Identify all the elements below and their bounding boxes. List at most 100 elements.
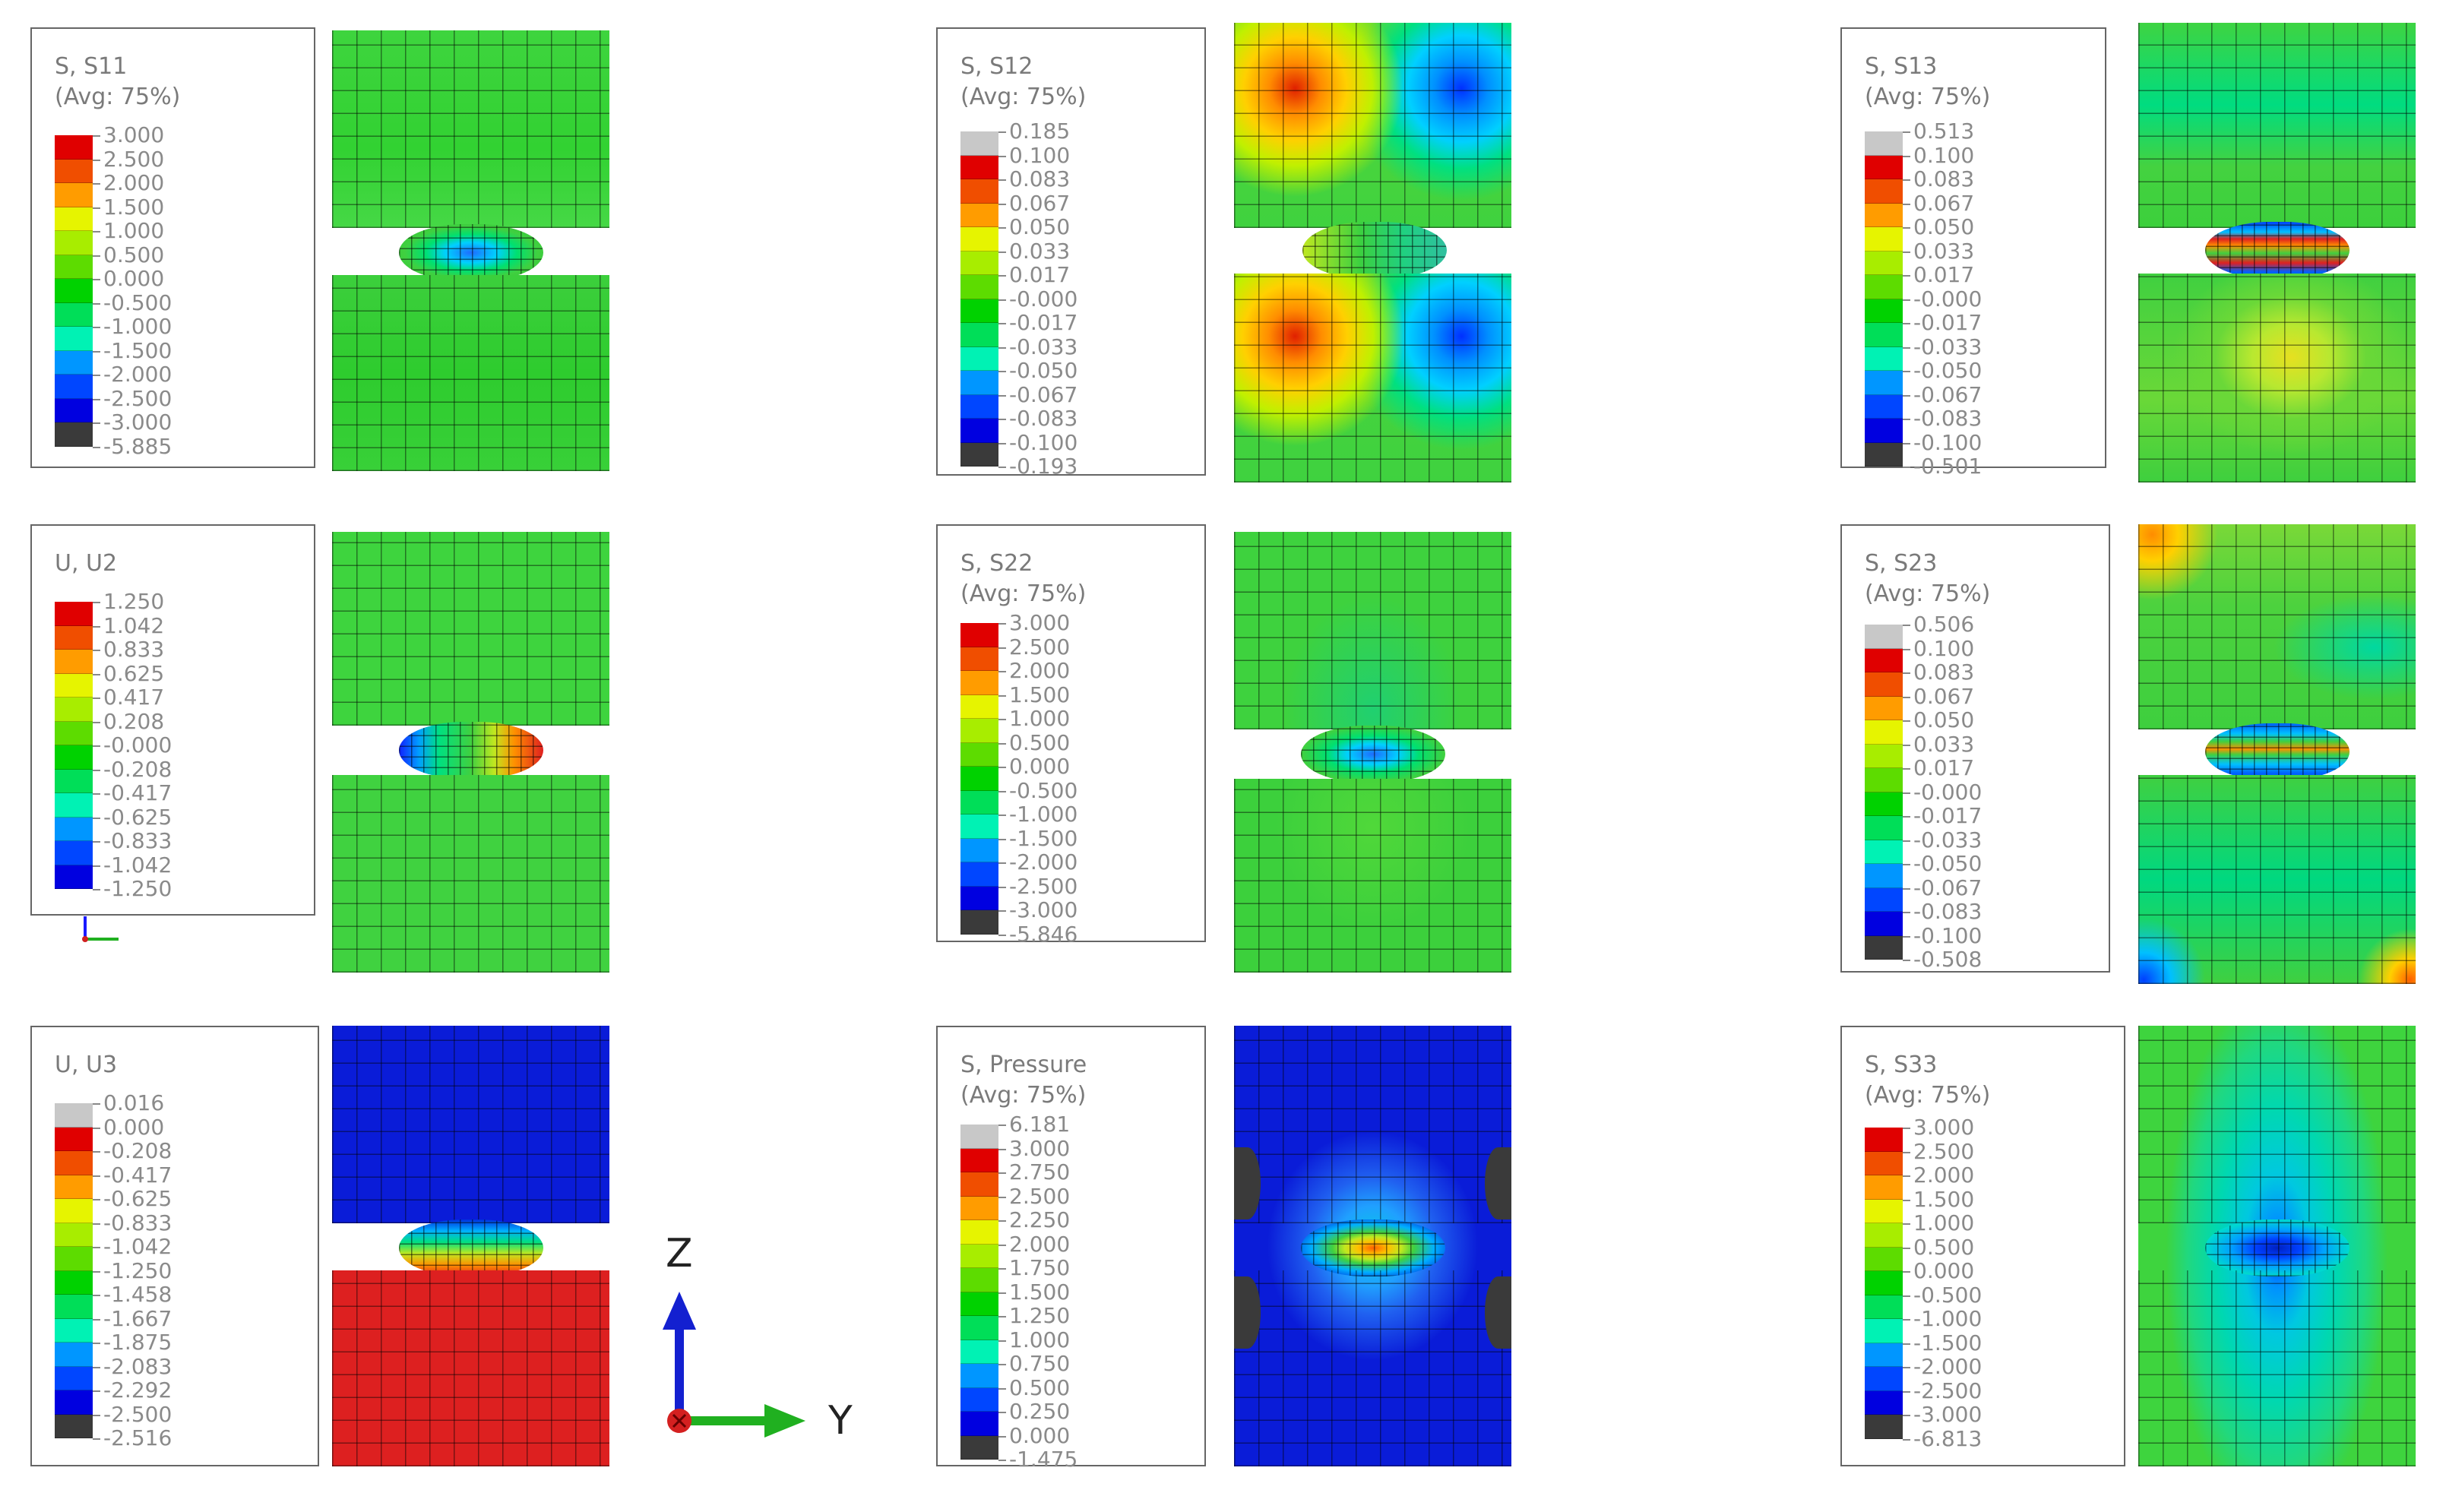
color-band bbox=[1865, 371, 1903, 395]
color-band bbox=[960, 131, 998, 156]
panel-s11: S, S11 (Avg: 75%) 3.000 2.500 2.000 1.500 1.… bbox=[30, 23, 790, 509]
legend-s13: S, S13 (Avg: 75%) 0.513 0.100 0.083 0.067 0.… bbox=[1840, 27, 2106, 477]
tick-label: 0.000 bbox=[92, 1114, 165, 1140]
color-scale bbox=[55, 602, 93, 889]
tick-label: 1.000 bbox=[998, 1327, 1071, 1352]
color-band bbox=[1865, 696, 1903, 720]
legend-s11: S, S11 (Avg: 75%) 3.000 2.500 2.000 1.500 1.… bbox=[30, 27, 315, 468]
model-s33 bbox=[2138, 1026, 2416, 1466]
color-band bbox=[1865, 1199, 1903, 1223]
color-band bbox=[960, 299, 998, 323]
tick-label: 1.000 bbox=[1902, 1210, 1975, 1235]
tick-label: -0.417 bbox=[92, 780, 172, 805]
legend-u2: U, U2 1.250 1.042 0.833 0.625 0.417 0.208 -0.0… bbox=[30, 524, 315, 916]
corner-dark-left-top bbox=[1234, 1147, 1261, 1219]
z-axis-label: Z bbox=[666, 1231, 693, 1276]
color-band bbox=[960, 862, 998, 887]
tick-label: -0.050 bbox=[1902, 851, 1983, 876]
color-band bbox=[960, 742, 998, 767]
color-band bbox=[1865, 744, 1903, 768]
color-band bbox=[55, 1199, 93, 1223]
tick-label: 1.500 bbox=[998, 1279, 1071, 1305]
color-scale bbox=[960, 1125, 998, 1460]
color-band bbox=[1865, 768, 1903, 792]
tick-label: 0.513 bbox=[1902, 119, 1975, 144]
color-band bbox=[1865, 442, 1903, 467]
neck bbox=[1301, 726, 1445, 783]
tick-label: 0.050 bbox=[1902, 214, 1975, 239]
color-scale bbox=[960, 131, 998, 467]
tick-label: -2.500 bbox=[998, 873, 1078, 899]
color-band bbox=[55, 350, 93, 375]
color-band bbox=[960, 394, 998, 419]
color-band bbox=[55, 207, 93, 231]
panel-s13: S, S13 (Avg: 75%) 0.513 0.100 0.083 0.067 0.… bbox=[1840, 23, 2443, 509]
tick-label: 0.100 bbox=[998, 142, 1071, 168]
color-band bbox=[960, 623, 998, 647]
legend-title: S, S12 (Avg: 75%) bbox=[960, 53, 1087, 110]
tick-label: -2.000 bbox=[998, 849, 1078, 875]
color-band bbox=[1865, 227, 1903, 251]
neck bbox=[2205, 1219, 2350, 1276]
neck bbox=[399, 722, 543, 779]
lower-block bbox=[1234, 274, 1511, 482]
tick-label: 2.000 bbox=[92, 170, 165, 195]
legend-s22: S, S22 (Avg: 75%) 3.000 2.500 2.000 1.500 1.… bbox=[936, 524, 1206, 944]
color-band bbox=[1865, 1415, 1903, 1439]
color-band bbox=[1865, 625, 1903, 649]
model-s13 bbox=[2138, 23, 2416, 482]
tick-label: -0.500 bbox=[998, 777, 1078, 803]
tick-label: -0.625 bbox=[92, 804, 172, 830]
color-band bbox=[1865, 323, 1903, 347]
lower-block bbox=[2138, 1270, 2416, 1466]
color-band bbox=[960, 1148, 998, 1172]
color-band bbox=[55, 279, 93, 303]
tick-label: -2.292 bbox=[92, 1378, 172, 1403]
tick-label: -0.017 bbox=[1902, 803, 1983, 828]
tick-label: 1.500 bbox=[1902, 1186, 1975, 1212]
legend-title: S, S11 (Avg: 75%) bbox=[55, 53, 181, 110]
color-band bbox=[960, 1220, 998, 1245]
color-band bbox=[1865, 648, 1903, 672]
tick-label: 6.181 bbox=[998, 1112, 1071, 1137]
panel-s12: S, S12 (Avg: 75%) 0.185 0.100 0.083 0.067 0.… bbox=[936, 23, 1696, 509]
legend-title: S, Pressure (Avg: 75%) bbox=[960, 1052, 1087, 1109]
tick-label: 2.500 bbox=[998, 1183, 1071, 1209]
color-band bbox=[1865, 1271, 1903, 1295]
color-band bbox=[1865, 1247, 1903, 1271]
tick-label: -0.417 bbox=[92, 1162, 172, 1188]
color-band bbox=[1865, 419, 1903, 443]
tick-label: -0.067 bbox=[998, 381, 1078, 407]
color-band bbox=[1865, 299, 1903, 323]
upper-block bbox=[2138, 524, 2416, 729]
color-band bbox=[960, 694, 998, 719]
upper-block bbox=[332, 1026, 609, 1223]
tick-label: 2.000 bbox=[998, 1231, 1071, 1257]
tick-label: -1.500 bbox=[1902, 1330, 1983, 1355]
color-band bbox=[1865, 1128, 1903, 1152]
tick-label: -1.000 bbox=[998, 802, 1078, 827]
color-band bbox=[960, 910, 998, 935]
color-band bbox=[1865, 1223, 1903, 1248]
color-band bbox=[1865, 672, 1903, 697]
tick-label: -0.833 bbox=[92, 1210, 172, 1235]
color-band bbox=[1865, 275, 1903, 299]
tick-label: -2.500 bbox=[1902, 1378, 1983, 1403]
legend-s12: S, S12 (Avg: 75%) 0.185 0.100 0.083 0.067 0.… bbox=[936, 27, 1206, 477]
tick-label: 2.500 bbox=[92, 146, 165, 172]
tick-label: -0.000 bbox=[1902, 779, 1983, 805]
tick-label: 1.500 bbox=[998, 682, 1071, 707]
color-band bbox=[960, 1196, 998, 1220]
color-band bbox=[1865, 1390, 1903, 1415]
tick-label: 0.067 bbox=[1902, 683, 1975, 709]
legend-title: S, S22 (Avg: 75%) bbox=[960, 550, 1087, 607]
color-band bbox=[960, 1435, 998, 1460]
tick-label: -0.833 bbox=[92, 828, 172, 853]
panel-u2: U, U2 1.250 1.042 0.833 0.625 0.417 0.208 -0.0… bbox=[30, 524, 790, 1011]
color-band bbox=[55, 159, 93, 183]
tick-label: -1.250 bbox=[92, 1257, 172, 1283]
color-band bbox=[960, 251, 998, 275]
color-band bbox=[55, 1247, 93, 1271]
tick-label: 0.033 bbox=[1902, 238, 1975, 264]
color-band bbox=[960, 886, 998, 910]
